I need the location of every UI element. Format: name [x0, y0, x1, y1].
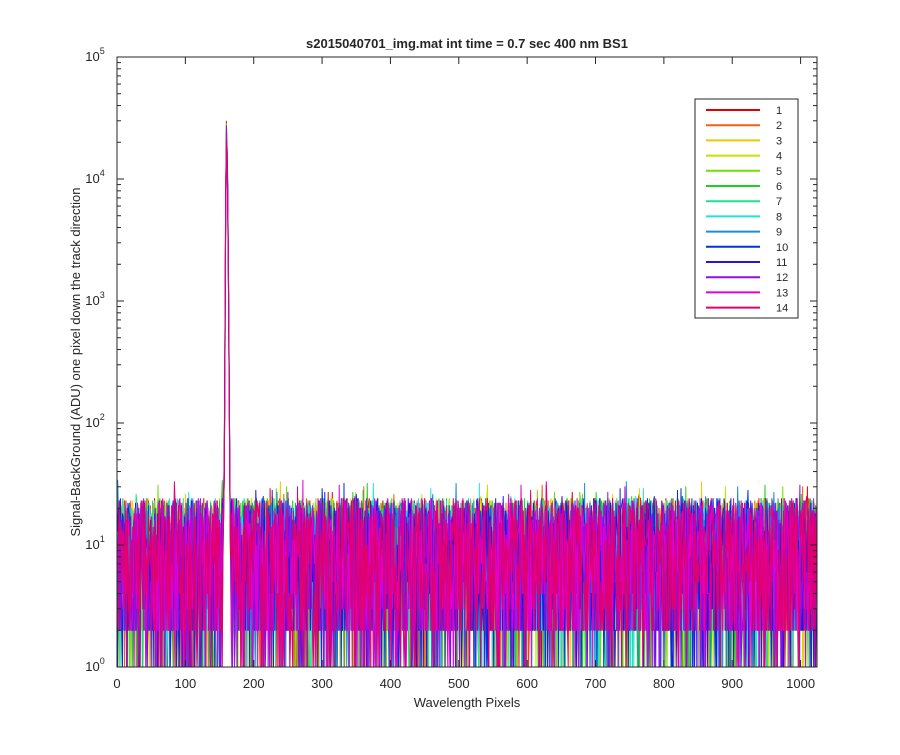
x-axis-ticks: 0 100 200 300 400 500 600 700 800 900 1000: [113, 57, 815, 691]
y-tick-label: 102: [85, 412, 104, 430]
legend-item-3: 3: [706, 135, 782, 147]
legend-item-13: 13: [706, 287, 788, 299]
legend-label: 10: [776, 242, 788, 254]
legend-label: 12: [776, 272, 788, 284]
legend-label: 11: [776, 257, 787, 269]
legend-label: 8: [776, 211, 782, 223]
y-tick-label: 105: [85, 46, 104, 64]
legend-box: [694, 98, 799, 319]
legend-item-4: 4: [706, 151, 782, 163]
legend-item-1: 1: [706, 105, 782, 117]
x-tick-label: 700: [585, 676, 607, 691]
x-tick-label: 200: [243, 676, 265, 691]
x-tick-label: 800: [653, 676, 675, 691]
legend-label: 14: [776, 303, 788, 315]
legend-item-6: 6: [706, 181, 782, 193]
legend-label: 13: [776, 287, 788, 299]
x-tick-label: 900: [721, 676, 743, 691]
legend-item-5: 5: [706, 166, 782, 178]
legend-item-14: 14: [706, 303, 788, 315]
x-axis-label: Wavelength Pixels: [414, 695, 521, 710]
legend-label: 6: [776, 181, 782, 193]
x-tick-label: 0: [113, 676, 120, 691]
legend-item-8: 8: [706, 211, 782, 223]
x-tick-label: 400: [380, 676, 402, 691]
axes-box: [116, 56, 818, 668]
x-tick-label: 300: [311, 676, 333, 691]
y-tick-label: 100: [85, 656, 104, 674]
x-tick-label: 500: [448, 676, 470, 691]
legend-item-9: 9: [706, 227, 782, 239]
legend-item-11: 11: [706, 257, 787, 269]
legend-label: 3: [776, 135, 782, 147]
legend-label: 2: [776, 120, 782, 132]
legend-item-2: 2: [706, 120, 782, 132]
x-tick-label: 100: [175, 676, 197, 691]
y-tick-label: 104: [85, 168, 104, 186]
legend-item-7: 7: [706, 196, 782, 208]
legend-label: 9: [776, 227, 782, 239]
y-axis-label: Signal-BackGround (ADU) one pixel down t…: [68, 187, 83, 536]
y-tick-label: 103: [85, 290, 104, 308]
legend-label: 7: [776, 196, 782, 208]
series-layer: [116, 120, 818, 668]
y-tick-label: 101: [85, 534, 104, 552]
chart-title: s2015040701_img.mat int time = 0.7 sec 4…: [306, 36, 628, 51]
series-line-14: [116, 140, 818, 668]
legend-item-10: 10: [706, 242, 788, 254]
legend-label: 1: [776, 105, 782, 117]
legend-label: 4: [776, 151, 782, 163]
x-tick-label: 600: [516, 676, 538, 691]
legend-item-12: 12: [706, 272, 788, 284]
x-tick-label: 1000: [786, 676, 815, 691]
legend-label: 5: [776, 166, 782, 178]
axes: [116, 56, 818, 668]
